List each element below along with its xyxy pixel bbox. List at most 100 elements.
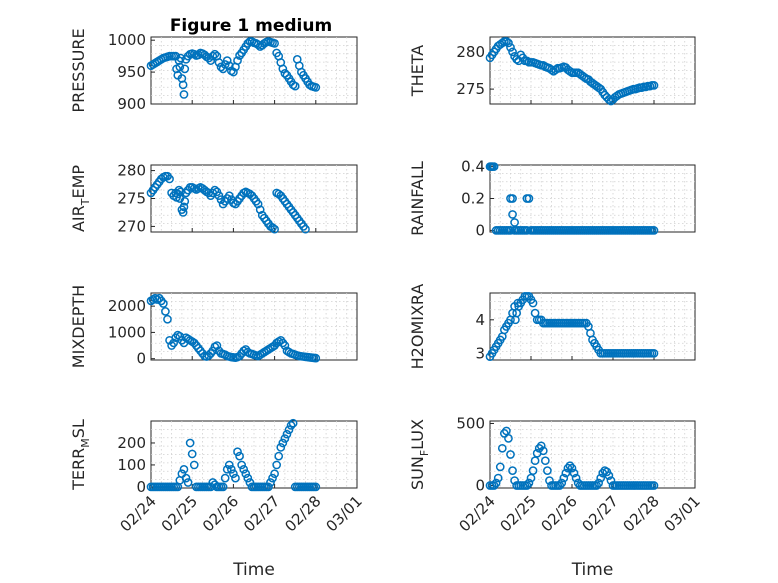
data-point	[282, 429, 292, 439]
data-point	[506, 43, 515, 52]
x-tick-label: 02/27	[240, 492, 283, 535]
data-point	[218, 482, 228, 492]
panel-air_temp: 270 275 280 AIRTEMP	[69, 162, 358, 235]
data-point	[530, 456, 540, 466]
data-point	[565, 461, 575, 471]
panel-theta: 275 280 THETA	[408, 36, 696, 106]
data-point	[565, 66, 575, 76]
y-tick-label: 0.4	[461, 158, 485, 176]
data-point	[594, 478, 604, 488]
data-point	[278, 64, 288, 74]
x-tick-label: 02/26	[538, 492, 581, 535]
y-tick-label: 3	[475, 344, 485, 362]
data-point	[266, 478, 275, 487]
data-point	[224, 460, 234, 470]
panel-pressure: 900 950 1000 PRESSURE	[69, 28, 358, 113]
data-point	[561, 468, 571, 478]
panel-mixdepth: 0 1000 2000 MIXDEPTH	[69, 285, 358, 368]
data-point	[241, 469, 251, 479]
data-point	[286, 421, 296, 430]
data-point	[183, 478, 193, 487]
figure-title: Figure 1 medium	[170, 16, 332, 36]
data-point	[563, 463, 573, 473]
data-point	[274, 451, 284, 461]
y-axis-label-sub: F	[418, 450, 431, 456]
data-point	[493, 473, 503, 483]
data-point	[178, 208, 188, 217]
data-point	[270, 469, 279, 479]
y-axis-label-rest: EMP	[69, 165, 88, 199]
data-point	[504, 434, 513, 443]
panel-rainfall: 0 0.2 0.4 RAINFALL	[408, 158, 696, 239]
y-axis-label: THETA	[408, 45, 427, 97]
data-point	[288, 418, 298, 428]
data-point	[233, 56, 242, 65]
data-point	[495, 462, 505, 472]
data-point	[311, 83, 321, 92]
data-point	[538, 446, 548, 456]
y-tick-label: 950	[117, 63, 146, 81]
y-tick-label: 2000	[108, 297, 146, 315]
data-points	[146, 293, 321, 363]
data-point	[524, 478, 534, 488]
data-point	[522, 226, 532, 235]
data-point	[526, 473, 536, 483]
data-point	[547, 65, 556, 75]
data-point	[253, 40, 263, 50]
data-point	[290, 81, 300, 91]
data-point	[497, 443, 507, 453]
y-tick-label: 4	[475, 311, 485, 329]
data-points	[485, 37, 659, 106]
x-tick-label: 02/28	[281, 492, 324, 535]
data-point	[226, 464, 236, 474]
data-point	[311, 482, 321, 492]
data-point	[208, 51, 218, 61]
y-axis-label-rest: LUX	[408, 419, 427, 450]
data-point	[222, 56, 232, 65]
y-axis-label-main: SUN	[408, 456, 427, 490]
data-point	[276, 443, 286, 452]
data-point	[212, 341, 222, 350]
data-point	[216, 195, 226, 204]
data-point	[194, 50, 203, 60]
y-tick-label: 280	[117, 162, 146, 180]
x-tick-label: 02/26	[199, 492, 242, 535]
data-point	[506, 226, 515, 235]
data-point	[237, 460, 246, 470]
data-point	[270, 39, 279, 48]
data-points	[485, 162, 659, 235]
data-point	[280, 434, 290, 443]
data-point	[280, 341, 290, 350]
y-axis-label: SUNFLUX	[408, 419, 431, 490]
y-tick-label: 280	[456, 43, 485, 61]
data-point	[522, 56, 532, 66]
data-point	[161, 307, 170, 316]
y-axis-label-main: TERR	[69, 448, 88, 491]
y-axis-label-sub: M	[79, 438, 92, 448]
data-point	[541, 456, 550, 466]
data-point	[311, 353, 321, 363]
data-point	[165, 174, 174, 184]
data-point	[497, 38, 507, 48]
x-tick-label: 02/28	[620, 492, 663, 535]
x-tick-label: 02/24	[117, 492, 160, 535]
data-point	[508, 466, 517, 475]
x-axis-label: Time	[571, 560, 614, 580]
data-point	[231, 473, 240, 483]
data-point	[528, 298, 538, 308]
data-point	[210, 185, 220, 195]
y-tick-label: 0	[475, 221, 485, 239]
x-tick-label: 02/24	[456, 492, 499, 535]
grid	[151, 421, 357, 488]
data-point	[224, 61, 234, 71]
data-points	[146, 418, 321, 492]
y-axis-label: H2OMIXRA	[408, 284, 427, 370]
data-point	[185, 438, 195, 448]
data-point	[649, 348, 659, 358]
data-point	[649, 226, 659, 235]
y-tick-label: 500	[456, 414, 485, 432]
y-axis-label: TERRMSL	[69, 419, 92, 491]
y-tick-label: 100	[117, 456, 146, 474]
data-point	[222, 464, 232, 474]
